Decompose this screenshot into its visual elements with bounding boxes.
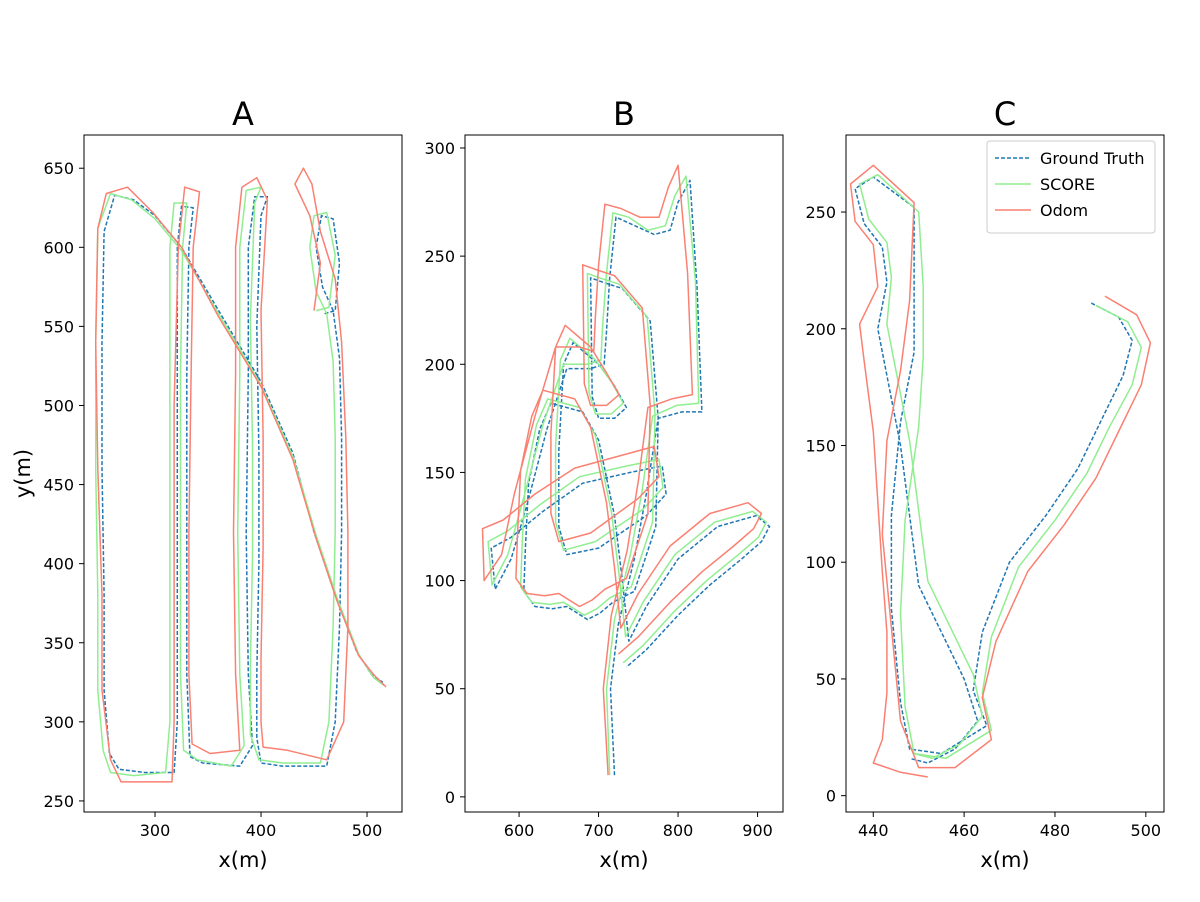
y-tick-label: 250 [424, 247, 455, 266]
x-tick-label: 480 [1040, 821, 1071, 840]
series-line-score [858, 173, 1143, 760]
y-tick-label: 150 [424, 463, 455, 482]
legend: Ground Truth SCORE Odom [986, 140, 1156, 234]
y-tick-label: 250 [805, 203, 836, 222]
legend-label: Ground Truth [1040, 149, 1145, 168]
x-tick-label: 500 [1131, 821, 1162, 840]
x-tick-label: 600 [504, 821, 535, 840]
x-tick-label: 300 [140, 821, 171, 840]
x-tick-label: 800 [663, 821, 694, 840]
series-line-ground-truth [490, 179, 771, 776]
x-tick-label: 400 [246, 821, 277, 840]
legend-label: Odom [1040, 201, 1088, 220]
plot-frame [464, 134, 784, 813]
x-axis-label: x(m) [599, 848, 648, 872]
y-tick-label: 100 [424, 572, 455, 591]
y-tick-label: 250 [43, 792, 74, 811]
y-tick-label: 650 [43, 159, 74, 178]
panel-title: C [994, 95, 1016, 133]
y-tick-label: 50 [816, 670, 836, 689]
panel-title: B [613, 95, 635, 133]
y-tick-label: 400 [43, 555, 74, 574]
y-axis-label: y(m) [11, 449, 35, 498]
x-tick-label: 440 [858, 821, 889, 840]
x-tick-label: 500 [352, 821, 383, 840]
panel-title: A [232, 95, 254, 133]
y-tick-label: 50 [435, 680, 455, 699]
y-tick-label: 200 [424, 355, 455, 374]
x-tick-label: 900 [742, 821, 773, 840]
x-tick-label: 460 [949, 821, 980, 840]
y-tick-label: 300 [43, 713, 74, 732]
y-tick-label: 300 [424, 139, 455, 158]
series-line-odom [94, 167, 387, 783]
y-tick-label: 100 [805, 553, 836, 572]
x-axis-label: x(m) [218, 848, 267, 872]
plot-frame [83, 134, 403, 813]
y-tick-label: 350 [43, 634, 74, 653]
y-tick-label: 200 [805, 320, 836, 339]
x-tick-label: 700 [583, 821, 614, 840]
legend-label: SCORE [1040, 175, 1095, 194]
y-tick-label: 500 [43, 396, 74, 415]
y-tick-label: 0 [445, 788, 455, 807]
y-tick-label: 550 [43, 317, 74, 336]
series-line-ground-truth [101, 194, 384, 774]
panel-A: 300 400 500 250 300 350 400 450 500 550 600 650 Ax(m… [11, 95, 403, 872]
plot-frame [845, 134, 1165, 813]
y-tick-label: 600 [43, 238, 74, 257]
series-line-odom [849, 164, 1152, 778]
series-line-ground-truth [854, 176, 1133, 764]
panel-B: 600 700 800 900 0 50 100 150 200 250 300 Bx(m) [424, 95, 784, 872]
panel-C: 440 460 480 500 0 50 100 150 200 250 Cx(m) Ground T… [805, 95, 1165, 872]
series-line-score [487, 175, 768, 776]
series-line-odom [481, 164, 763, 776]
series-line-score [94, 186, 385, 777]
y-tick-label: 150 [805, 436, 836, 455]
y-tick-label: 450 [43, 476, 74, 495]
y-tick-label: 0 [826, 787, 836, 806]
x-axis-label: x(m) [980, 848, 1029, 872]
